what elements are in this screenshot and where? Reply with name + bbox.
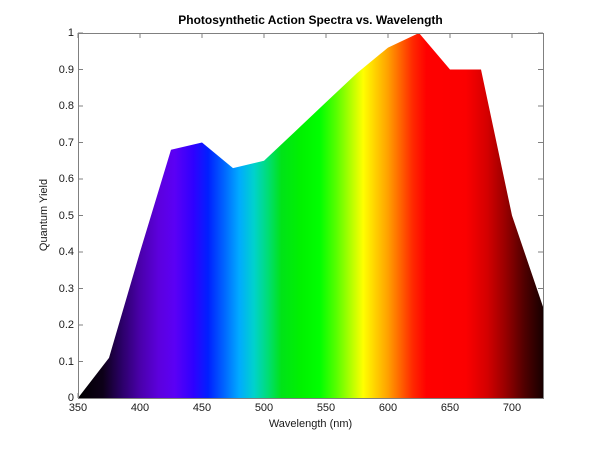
axes-box bbox=[78, 33, 544, 399]
y-tick-label: 0.1 bbox=[58, 355, 74, 368]
y-tick-label: 0.7 bbox=[58, 136, 74, 149]
y-tick-label: 0.9 bbox=[58, 63, 74, 76]
x-tick-label: 350 bbox=[68, 402, 88, 414]
action-spectrum-area bbox=[78, 33, 543, 398]
x-tick-label: 550 bbox=[316, 402, 336, 414]
x-tick-label: 650 bbox=[440, 402, 460, 414]
y-tick-label: 0.3 bbox=[58, 282, 74, 295]
y-tick-label: 0.2 bbox=[58, 319, 74, 331]
x-tick-label: 600 bbox=[378, 402, 398, 414]
y-tick-label: 1 bbox=[67, 27, 74, 39]
x-axis-label: Wavelength (nm) bbox=[268, 418, 353, 430]
y-tick-label: 0.8 bbox=[58, 100, 74, 112]
y-tick-label: 0 bbox=[67, 392, 74, 404]
y-tick-label: 0.4 bbox=[58, 246, 74, 258]
x-tick-label: 450 bbox=[192, 402, 212, 414]
chart-title: Photosynthetic Action Spectra vs. Wavele… bbox=[178, 13, 443, 27]
y-tick-label: 0.5 bbox=[58, 209, 74, 222]
x-tick-label: 500 bbox=[254, 402, 274, 414]
x-tick-label: 400 bbox=[130, 402, 150, 414]
x-tick-label: 700 bbox=[502, 402, 522, 414]
y-tick-label: 0.6 bbox=[58, 173, 74, 185]
